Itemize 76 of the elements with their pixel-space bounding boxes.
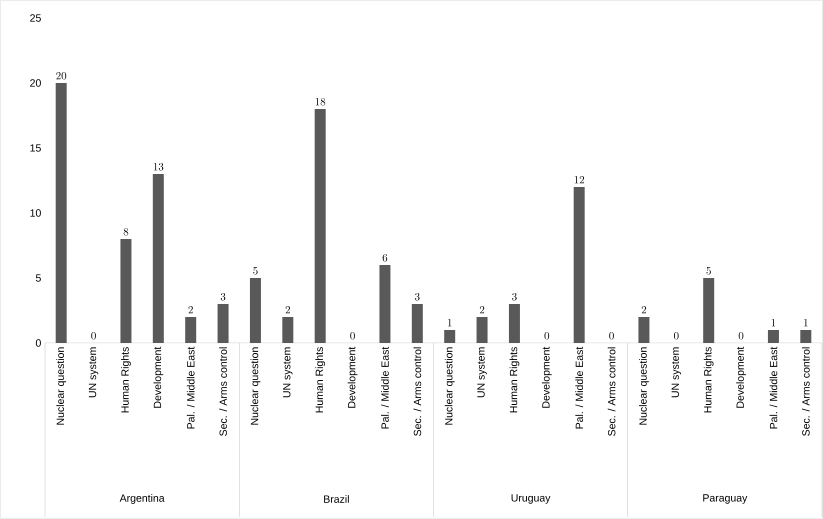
data-label: 6 [382,254,388,262]
data-label: 0 [350,332,355,340]
data-label: 3 [415,293,420,301]
x-tick-label: Human Rights [510,347,520,412]
bar [800,330,812,343]
bar [56,83,67,343]
y-tick-label: 25 [30,14,41,22]
data-label: 0 [91,332,96,340]
bar [476,316,488,343]
x-tick-label: Human Rights [704,347,714,412]
text: Uruguay [512,494,550,504]
bar [250,278,261,343]
data-label: 2 [188,306,193,314]
y-tick-label: 20 [30,79,41,87]
x-tick-label: Pal. / Middle East [186,346,195,429]
text: Paraguay [703,494,748,504]
data-label: 2 [286,306,290,314]
x-tick-label: Nuclear question [56,347,66,425]
bar [379,264,390,343]
x-tick-label: Sec. / Arms control [802,347,810,436]
data-label: 2 [642,306,646,314]
x-tick-label: Nuclear question [444,347,455,425]
bar [185,316,196,343]
x-tick-label: Nuclear question [639,347,649,425]
data-label: 1 [448,319,452,326]
bar [574,186,585,343]
y-tick-label: 10 [30,209,41,217]
x-tick-label: UN system [283,347,293,398]
bar [152,174,164,343]
bar [703,278,714,343]
bar [444,330,456,343]
data-label: 1 [804,319,808,326]
y-tick-label: 5 [36,274,41,282]
x-tick-label: UN system [672,347,682,398]
data-label: 13 [154,163,164,171]
bar [638,316,650,343]
data-label: 2 [480,306,484,314]
bar [120,238,132,343]
x-tick-label: Human Rights [315,347,326,412]
x-tick-label: Sec. / Arms control [219,347,227,436]
x-tick-label: Sec. / Arms control [608,347,616,436]
data-label: 0 [544,332,550,340]
data-label: 3 [220,293,226,301]
text: Argentina [120,494,165,504]
x-tick-label: Development [736,346,746,408]
bar [412,304,423,343]
y-tick-label: 15 [30,144,41,152]
x-tick-label: Development [153,346,164,408]
data-label: 3 [512,293,517,301]
data-label: 12 [574,176,584,184]
bar [508,304,520,343]
x-tick-label: Pal. / Middle East [770,346,778,429]
bar [768,330,779,343]
data-label: 5 [706,267,711,275]
text: Brazil [324,495,349,503]
bar [314,109,326,343]
x-tick-label: UN system [88,347,98,398]
x-tick-label: Development [542,346,552,408]
x-tick-label: Pal. / Middle East [575,346,584,429]
data-label: 20 [56,72,66,80]
x-tick-label: UN system [477,347,487,398]
x-tick-label: Pal. / Middle East [381,346,389,429]
x-tick-label: Development [348,346,358,408]
data-label: 18 [316,98,326,106]
data-label: 0 [738,332,744,340]
data-label: 0 [674,332,679,340]
data-label: 1 [772,319,776,326]
bar [282,316,294,343]
y-tick-label: 0 [36,339,41,347]
data-label: 8 [124,228,128,236]
x-tick-label: Nuclear question [250,347,260,425]
x-tick-label: Human Rights [121,347,131,412]
x-tick-label: Sec. / Arms control [413,347,422,436]
data-label: 0 [609,332,614,340]
data-label: 5 [253,267,258,275]
bar [218,304,229,343]
